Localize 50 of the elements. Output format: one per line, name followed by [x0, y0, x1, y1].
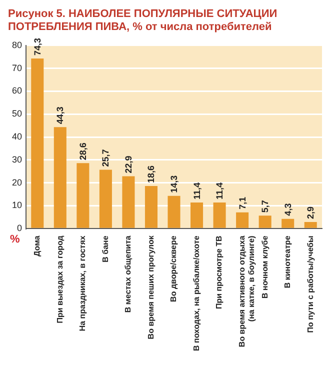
bar [190, 202, 204, 228]
x-tick-label: В местах общепита [124, 235, 133, 313]
x-tick-label: Во дворе/сквере [169, 235, 178, 302]
y-tick-label: 30 [12, 154, 22, 164]
chart-title: Рисунок 5. НАИБОЛЕЕ ПОПУЛЯРНЫЕ СИТУАЦИИ ПОТРЕБЛЕНИЯ ПИВА, % от числа потребителей [8, 8, 278, 34]
bar [168, 196, 180, 228]
y-tick-label: 80 [12, 40, 22, 50]
data-label: 74,3 [32, 38, 42, 56]
x-tick-label: На праздниках, в гостях [78, 235, 88, 332]
bar [213, 202, 226, 228]
bar [99, 170, 112, 228]
bar [54, 127, 66, 228]
bar [144, 186, 158, 228]
data-label: 28,6 [78, 142, 88, 160]
x-tick-label: Дома [32, 235, 42, 257]
data-label: 2,9 [306, 206, 316, 220]
y-tick-label: 20 [12, 177, 22, 188]
bar [236, 212, 249, 228]
x-tick-label: В кинотеатре [283, 235, 292, 288]
data-label: 25,7 [100, 149, 111, 167]
bar [122, 176, 135, 228]
y-axis-title: % [10, 234, 20, 246]
x-tick-label: Во время пеших прогулок [146, 234, 156, 340]
x-tick-label: По пути с работы/учебы [306, 236, 315, 333]
bar [258, 216, 272, 228]
x-tick-label: В походах, на рыбалке/охоте [192, 235, 201, 352]
y-tick-label: 0 [16, 223, 22, 234]
data-label: 18,6 [146, 166, 156, 184]
y-tick-label: 10 [12, 200, 22, 210]
y-tick-label: 60 [12, 86, 22, 96]
x-tick-label: Во время активного отдыха (на катке, в боулинге) [238, 235, 256, 348]
y-tick-label: 70 [12, 62, 22, 73]
y-tick-label: 40 [12, 132, 22, 142]
x-tick-label: В бане [100, 235, 110, 262]
bar [31, 58, 44, 228]
data-label: 4,3 [282, 203, 293, 216]
data-label: 7,1 [237, 196, 248, 210]
bar [76, 163, 90, 228]
data-label: 14,3 [169, 175, 180, 193]
y-tick-label: 50 [12, 108, 22, 119]
x-tick-label: При выездах за город [55, 236, 64, 324]
bar [304, 222, 317, 228]
data-label: 11,4 [192, 182, 202, 200]
x-tick-label: При просмотре ТВ [214, 235, 224, 310]
x-tick-label: В ночном клубе [260, 235, 270, 299]
data-label: 22,9 [123, 156, 134, 174]
data-label: 11,4 [214, 182, 225, 200]
data-label: 5,7 [260, 200, 270, 213]
bar [282, 218, 294, 228]
data-label: 44,3 [55, 106, 66, 124]
